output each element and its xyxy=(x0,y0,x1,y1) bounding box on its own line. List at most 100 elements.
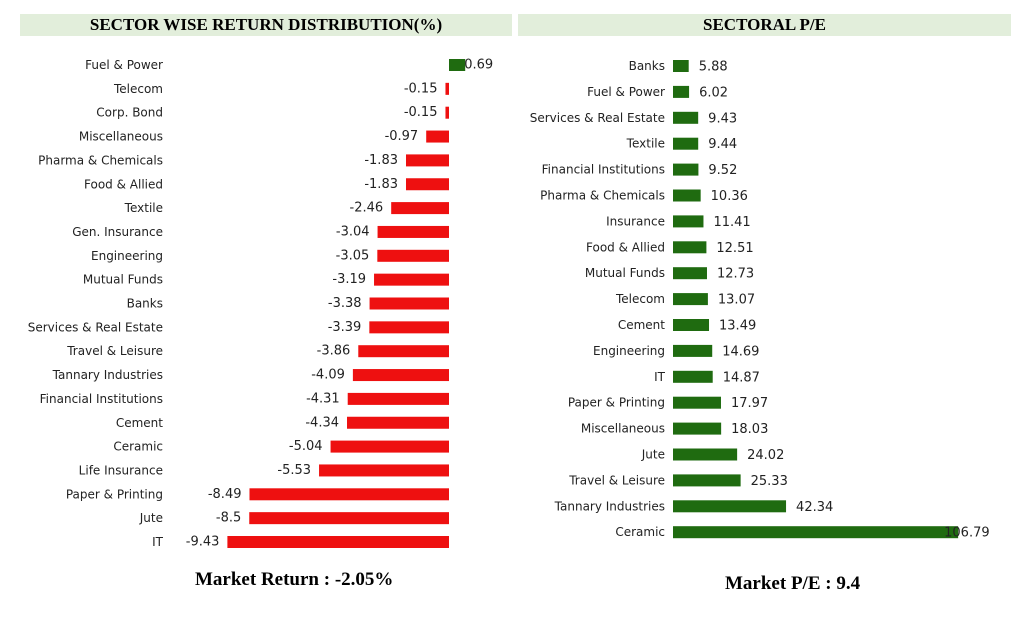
pe-category-label-tannary-industries: Tannary Industries xyxy=(554,499,665,513)
pe-category-label-paper-and-printing: Paper & Printing xyxy=(568,396,665,410)
return-value-label-fuel-and-power: 0.69 xyxy=(464,58,493,73)
return-category-label-fuel-and-power: Fuel & Power xyxy=(85,58,163,72)
return-bar-life-insurance xyxy=(319,464,449,477)
pe-bar-textile xyxy=(673,137,699,150)
return-bar-paper-and-printing xyxy=(249,488,449,501)
return-value-label-life-insurance: -5.53 xyxy=(277,463,311,478)
return-category-label-textile: Textile xyxy=(124,201,163,215)
return-bar-it xyxy=(227,536,449,548)
return-bar-textile xyxy=(391,202,449,215)
return-value-label-food-and-allied: -1.83 xyxy=(364,177,398,192)
pe-value-label-ceramic: 106.79 xyxy=(944,526,990,541)
pe-value-label-tannary-industries: 42.34 xyxy=(796,500,833,515)
return-bar-services-and-real-estate xyxy=(369,321,449,334)
market-return-summary: Market Return : -2.05% xyxy=(195,569,394,590)
pe-bar-ceramic xyxy=(673,526,959,539)
return-bar-banks xyxy=(369,297,449,310)
return-value-label-tannary-industries: -4.09 xyxy=(311,368,345,383)
return-category-label-corp-bond: Corp. Bond xyxy=(96,106,163,120)
return-bar-cement xyxy=(347,416,449,429)
return-distribution-chart: Fuel & Power 0.69 Telecom -0.15 Corp. Bond -0… xyxy=(28,58,493,550)
pe-value-label-pharma-and-chemicals: 10.36 xyxy=(711,189,748,204)
return-bar-ceramic xyxy=(330,440,449,453)
pe-bar-travel-and-leisure xyxy=(673,474,741,487)
return-value-label-services-and-real-estate: -3.39 xyxy=(328,320,362,335)
return-bar-telecom xyxy=(445,82,449,95)
pe-category-label-cement: Cement xyxy=(618,318,665,332)
return-chart-title: SECTOR WISE RETURN DISTRIBUTION(%) xyxy=(20,14,512,36)
pe-value-label-insurance: 11.41 xyxy=(713,215,750,230)
pe-value-label-paper-and-printing: 17.97 xyxy=(731,396,768,411)
return-bar-jute xyxy=(249,512,449,525)
pe-bar-tannary-industries xyxy=(673,500,787,513)
pe-category-label-pharma-and-chemicals: Pharma & Chemicals xyxy=(540,189,665,203)
pe-bar-it xyxy=(673,370,713,383)
pe-bar-services-and-real-estate xyxy=(673,111,699,124)
pe-category-label-telecom: Telecom xyxy=(615,292,665,306)
pe-value-label-jute: 24.02 xyxy=(747,448,784,463)
return-category-label-banks: Banks xyxy=(127,297,163,311)
return-value-label-textile: -2.46 xyxy=(350,201,384,216)
return-category-label-engineering: Engineering xyxy=(91,249,163,263)
return-value-label-telecom: -0.15 xyxy=(404,81,438,96)
return-value-label-it: -9.43 xyxy=(186,535,220,550)
return-value-label-pharma-and-chemicals: -1.83 xyxy=(364,153,398,168)
return-value-label-corp-bond: -0.15 xyxy=(404,105,438,120)
pe-value-label-it: 14.87 xyxy=(723,370,760,385)
pe-value-label-banks: 5.88 xyxy=(699,60,728,75)
pe-category-label-jute: Jute xyxy=(641,448,665,462)
pe-bar-food-and-allied xyxy=(673,241,707,254)
return-category-label-jute: Jute xyxy=(139,511,163,525)
return-category-label-travel-and-leisure: Travel & Leisure xyxy=(66,344,163,358)
pe-category-label-miscellaneous: Miscellaneous xyxy=(581,422,665,436)
pe-bar-banks xyxy=(673,60,689,72)
sectoral-pe-chart: Banks 5.88 Fuel & Power 6.02 Services & Real… xyxy=(530,59,990,541)
return-bar-miscellaneous xyxy=(426,130,449,143)
return-category-label-cement: Cement xyxy=(116,416,163,430)
return-category-label-paper-and-printing: Paper & Printing xyxy=(66,487,163,501)
pe-bar-paper-and-printing xyxy=(673,396,721,409)
return-bar-tannary-industries xyxy=(352,369,449,382)
return-bar-financial-institutions xyxy=(347,392,449,405)
return-value-label-mutual-funds: -3.19 xyxy=(332,272,366,287)
return-value-label-banks: -3.38 xyxy=(328,296,362,311)
return-bar-engineering xyxy=(377,249,449,262)
return-category-label-mutual-funds: Mutual Funds xyxy=(83,273,163,287)
return-category-label-miscellaneous: Miscellaneous xyxy=(79,130,163,144)
return-bar-travel-and-leisure xyxy=(358,345,449,358)
market-pe-summary: Market P/E : 9.4 xyxy=(725,573,861,594)
return-category-label-pharma-and-chemicals: Pharma & Chemicals xyxy=(38,153,163,167)
pe-bar-pharma-and-chemicals xyxy=(673,189,701,202)
return-value-label-gen-insurance: -3.04 xyxy=(336,224,370,239)
return-value-label-financial-institutions: -4.31 xyxy=(306,391,340,406)
return-category-label-food-and-allied: Food & Allied xyxy=(84,177,163,191)
pe-bar-jute xyxy=(673,448,738,461)
pe-value-label-telecom: 13.07 xyxy=(718,293,755,308)
pe-category-label-it: IT xyxy=(654,370,666,384)
return-value-label-travel-and-leisure: -3.86 xyxy=(317,344,351,359)
return-value-label-miscellaneous: -0.97 xyxy=(385,129,419,144)
pe-value-label-services-and-real-estate: 9.43 xyxy=(708,111,737,126)
pe-category-label-textile: Textile xyxy=(626,137,665,151)
pe-chart-title: SECTORAL P/E xyxy=(518,14,1011,36)
return-category-label-telecom: Telecom xyxy=(113,82,163,96)
pe-value-label-cement: 13.49 xyxy=(719,319,756,334)
pe-category-label-engineering: Engineering xyxy=(593,344,665,358)
pe-category-label-services-and-real-estate: Services & Real Estate xyxy=(530,111,665,125)
pe-value-label-miscellaneous: 18.03 xyxy=(731,422,768,437)
return-value-label-engineering: -3.05 xyxy=(336,248,370,263)
pe-category-label-mutual-funds: Mutual Funds xyxy=(585,266,665,280)
pe-value-label-engineering: 14.69 xyxy=(722,344,759,359)
pe-value-label-food-and-allied: 12.51 xyxy=(716,241,753,256)
return-bar-corp-bond xyxy=(445,106,449,119)
pe-bar-engineering xyxy=(673,344,713,357)
pe-category-label-fuel-and-power: Fuel & Power xyxy=(587,85,665,99)
return-bar-gen-insurance xyxy=(377,225,449,238)
return-category-label-services-and-real-estate: Services & Real Estate xyxy=(28,320,163,334)
pe-category-label-financial-institutions: Financial Institutions xyxy=(542,163,665,177)
return-category-label-gen-insurance: Gen. Insurance xyxy=(72,225,163,239)
return-value-label-ceramic: -5.04 xyxy=(289,439,323,454)
pe-value-label-financial-institutions: 9.52 xyxy=(708,163,737,178)
pe-category-label-ceramic: Ceramic xyxy=(615,525,665,539)
return-bar-pharma-and-chemicals xyxy=(405,154,449,167)
